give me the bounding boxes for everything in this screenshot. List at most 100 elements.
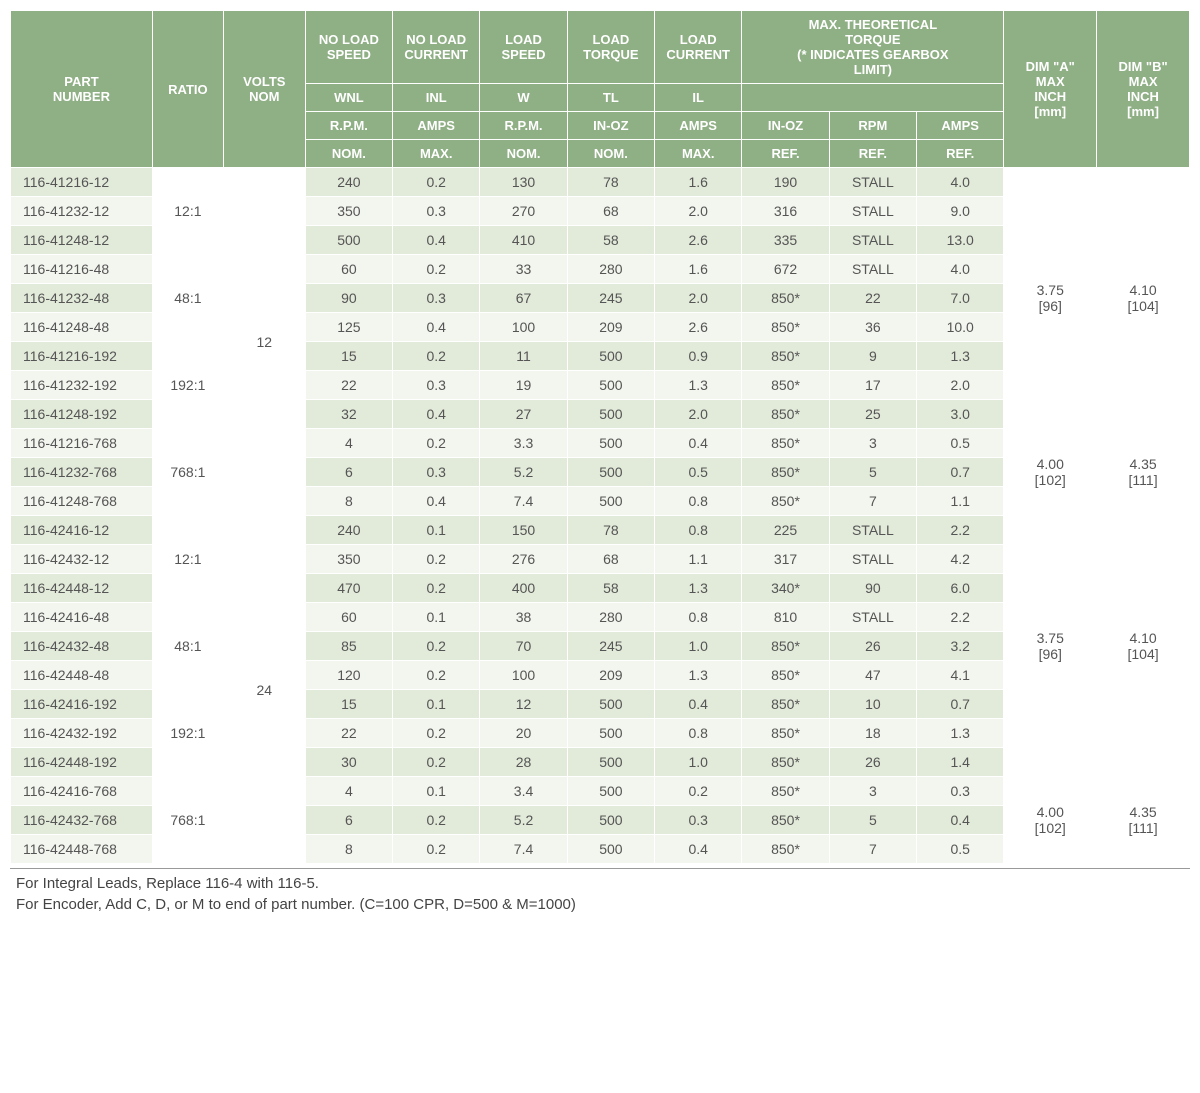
cell-part-number: 116-42448-192: [11, 748, 153, 777]
cell-value: STALL: [829, 545, 916, 574]
cell-value: 340*: [742, 574, 829, 603]
unit-amps: AMPS: [655, 112, 742, 140]
cell-value: 11: [480, 342, 567, 371]
cell-value: 26: [829, 632, 916, 661]
cell-value: 4.0: [917, 168, 1004, 197]
cell-part-number: 116-42416-768: [11, 777, 153, 806]
cell-value: 270: [480, 197, 567, 226]
cell-value: STALL: [829, 168, 916, 197]
cell-value: 32: [305, 400, 392, 429]
cell-dim-a: 3.75[96]: [1004, 168, 1097, 429]
cell-value: 850*: [742, 806, 829, 835]
cell-value: 78: [567, 168, 654, 197]
qual-nom: NOM.: [567, 140, 654, 168]
cell-value: 2.0: [655, 284, 742, 313]
table-row: 116-41216-768768:140.23.35000.4850*30.54…: [11, 429, 1190, 458]
cell-value: 850*: [742, 400, 829, 429]
cell-value: 10: [829, 690, 916, 719]
cell-value: 850*: [742, 661, 829, 690]
cell-value: 2.2: [917, 516, 1004, 545]
cell-part-number: 116-42416-48: [11, 603, 153, 632]
unit-inoz: IN-OZ: [742, 112, 829, 140]
cell-value: 1.3: [655, 574, 742, 603]
cell-value: 0.1: [393, 516, 480, 545]
cell-value: 850*: [742, 748, 829, 777]
cell-value: 0.5: [917, 429, 1004, 458]
cell-value: 209: [567, 313, 654, 342]
cell-value: 7.4: [480, 487, 567, 516]
qual-ref: REF.: [742, 140, 829, 168]
cell-value: 22: [829, 284, 916, 313]
cell-value: 317: [742, 545, 829, 574]
cell-ratio: 192:1: [152, 690, 223, 777]
cell-value: 209: [567, 661, 654, 690]
cell-value: 1.0: [655, 632, 742, 661]
unit-inoz: IN-OZ: [567, 112, 654, 140]
cell-value: 60: [305, 255, 392, 284]
cell-value: 0.1: [393, 603, 480, 632]
cell-value: 0.8: [655, 516, 742, 545]
cell-value: 1.6: [655, 255, 742, 284]
cell-ratio: 48:1: [152, 603, 223, 690]
cell-value: 0.5: [917, 835, 1004, 864]
cell-value: 500: [567, 690, 654, 719]
cell-value: 0.3: [655, 806, 742, 835]
cell-value: 15: [305, 342, 392, 371]
cell-value: 0.3: [917, 777, 1004, 806]
cell-value: 1.3: [655, 371, 742, 400]
cell-value: 500: [567, 342, 654, 371]
cell-value: 7.0: [917, 284, 1004, 313]
footnote-line: For Integral Leads, Replace 116-4 with 1…: [10, 873, 1190, 894]
cell-value: 2.2: [917, 603, 1004, 632]
cell-value: 0.2: [393, 748, 480, 777]
cell-value: 500: [567, 400, 654, 429]
sub-w: W: [480, 84, 567, 112]
cell-ratio: 768:1: [152, 777, 223, 864]
col-ratio: RATIO: [152, 11, 223, 168]
cell-value: 1.1: [917, 487, 1004, 516]
cell-value: 58: [567, 226, 654, 255]
cell-value: 0.4: [655, 690, 742, 719]
cell-value: 47: [829, 661, 916, 690]
cell-value: 0.2: [393, 806, 480, 835]
cell-value: 0.2: [393, 835, 480, 864]
cell-value: 9.0: [917, 197, 1004, 226]
cell-value: 25: [829, 400, 916, 429]
cell-value: 0.4: [917, 806, 1004, 835]
cell-value: 0.3: [393, 371, 480, 400]
cell-part-number: 116-42416-12: [11, 516, 153, 545]
cell-value: 8: [305, 835, 392, 864]
cell-value: 3.4: [480, 777, 567, 806]
cell-value: 4: [305, 777, 392, 806]
cell-part-number: 116-41216-12: [11, 168, 153, 197]
cell-value: 470: [305, 574, 392, 603]
cell-value: 2.0: [917, 371, 1004, 400]
cell-value: 2.6: [655, 226, 742, 255]
cell-value: STALL: [829, 603, 916, 632]
cell-value: 850*: [742, 777, 829, 806]
sub-il: IL: [655, 84, 742, 112]
cell-value: 0.4: [393, 226, 480, 255]
col-volts: VOLTSNOM: [223, 11, 305, 168]
col-max-torque: MAX. THEORETICALTORQUE(* INDICATES GEARB…: [742, 11, 1004, 84]
cell-value: 245: [567, 632, 654, 661]
unit-amps: AMPS: [917, 112, 1004, 140]
cell-value: 0.5: [655, 458, 742, 487]
unit-rpm: RPM: [829, 112, 916, 140]
cell-value: 68: [567, 545, 654, 574]
cell-value: 0.2: [393, 632, 480, 661]
cell-value: 240: [305, 168, 392, 197]
cell-part-number: 116-41248-768: [11, 487, 153, 516]
cell-value: 10.0: [917, 313, 1004, 342]
cell-value: 8: [305, 487, 392, 516]
cell-value: 2.0: [655, 197, 742, 226]
unit-rpm: R.P.M.: [305, 112, 392, 140]
cell-value: 0.8: [655, 603, 742, 632]
cell-value: 22: [305, 371, 392, 400]
cell-volts: 24: [223, 516, 305, 864]
cell-value: 500: [567, 806, 654, 835]
cell-value: 350: [305, 197, 392, 226]
cell-ratio: 192:1: [152, 342, 223, 429]
cell-value: 12: [480, 690, 567, 719]
cell-part-number: 116-41248-12: [11, 226, 153, 255]
